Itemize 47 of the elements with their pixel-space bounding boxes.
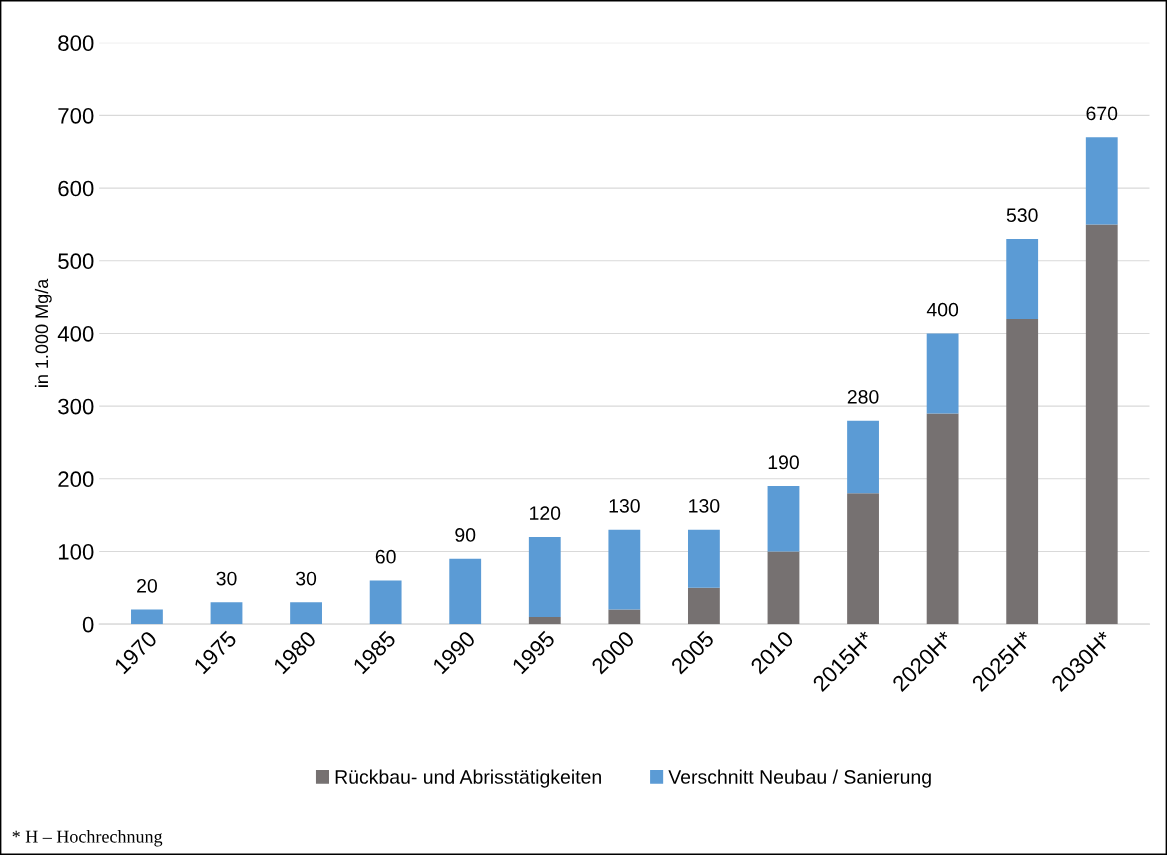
bar bbox=[1006, 238, 1039, 319]
y-tick-label: 100 bbox=[58, 544, 94, 560]
total-label: 670 bbox=[1086, 106, 1118, 121]
total-label: 530 bbox=[1006, 208, 1038, 223]
bar bbox=[926, 413, 959, 625]
bar bbox=[688, 529, 720, 588]
total-label: 20 bbox=[137, 578, 157, 593]
y-tick-label: 700 bbox=[58, 107, 94, 124]
y-tick-label: 0 bbox=[82, 616, 94, 633]
text: * H – Hochrechnung bbox=[12, 830, 163, 847]
total-label: 130 bbox=[609, 498, 640, 513]
bar bbox=[1085, 137, 1118, 225]
bar bbox=[608, 609, 641, 625]
total-label: 120 bbox=[530, 506, 561, 521]
bar bbox=[369, 580, 402, 625]
total-label: 400 bbox=[926, 302, 959, 317]
bar bbox=[210, 602, 243, 625]
bar bbox=[847, 420, 879, 494]
bar bbox=[767, 551, 800, 625]
legend-label: Verschnitt Neubau / Sanierung bbox=[668, 769, 931, 788]
total-label: 30 bbox=[296, 571, 317, 586]
y-tick-label: 400 bbox=[57, 325, 94, 342]
bar bbox=[1006, 318, 1039, 625]
bar bbox=[847, 493, 879, 625]
total-label: 130 bbox=[689, 498, 720, 513]
y-tick-label: 800 bbox=[58, 35, 94, 52]
y-tick-label: 500 bbox=[58, 253, 94, 270]
bar bbox=[926, 333, 959, 414]
bar bbox=[131, 609, 163, 625]
bar bbox=[767, 486, 800, 552]
bar bbox=[528, 616, 561, 625]
legend-label: Rückbau- und Abrisstätigkeiten bbox=[335, 769, 601, 788]
y-tick-label: 300 bbox=[58, 398, 94, 415]
y-tick-label: 600 bbox=[58, 180, 94, 197]
bar bbox=[608, 529, 641, 610]
bar bbox=[290, 602, 322, 625]
bar bbox=[449, 558, 482, 625]
total-label: 30 bbox=[216, 571, 237, 586]
bar bbox=[528, 536, 561, 617]
total-label: 90 bbox=[455, 528, 476, 542]
y-tick-label: 200 bbox=[58, 471, 94, 488]
y-axis-title: in 1.000 Mg/a bbox=[34, 278, 52, 387]
total-label: 190 bbox=[768, 455, 799, 470]
bar bbox=[1085, 224, 1118, 625]
total-label: 60 bbox=[375, 549, 396, 564]
total-label: 280 bbox=[847, 389, 879, 404]
bar bbox=[688, 587, 720, 625]
